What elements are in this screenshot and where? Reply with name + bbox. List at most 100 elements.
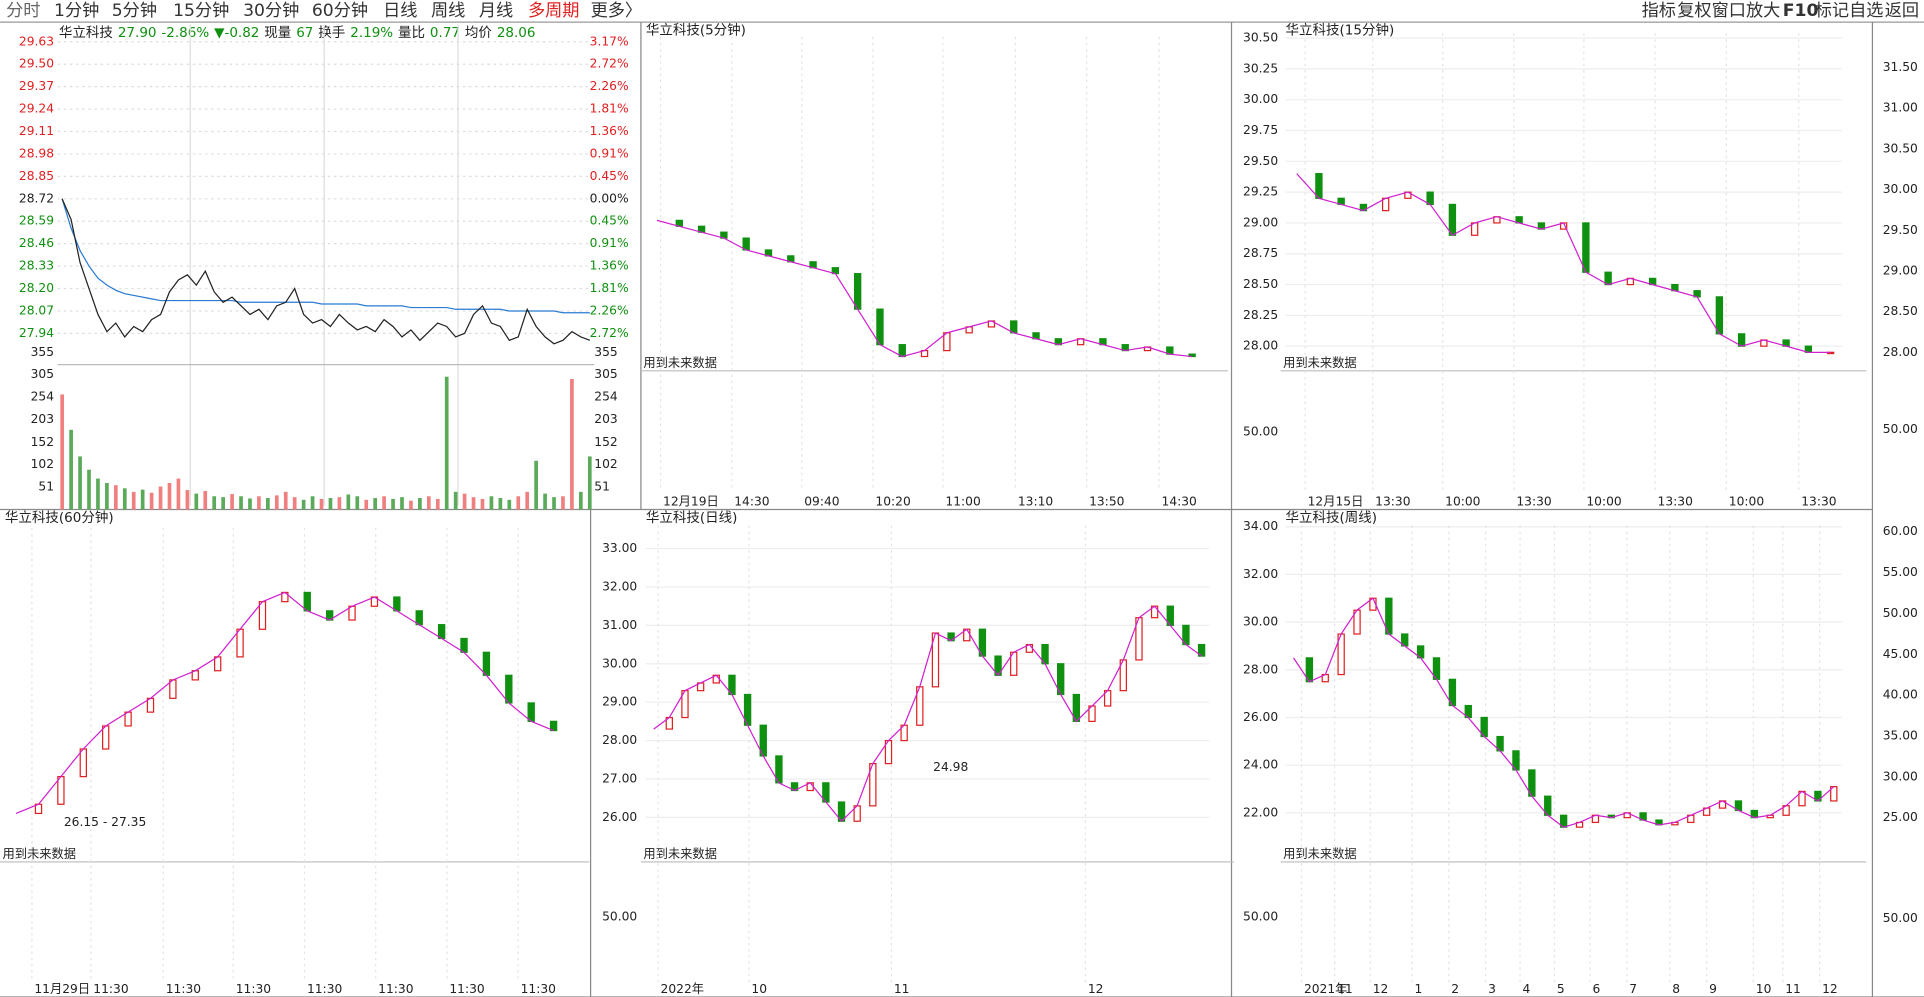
volume-bar — [489, 496, 494, 510]
period-tab[interactable]: 更多〉 — [591, 1, 643, 21]
x-tick-label: 3 — [1488, 982, 1496, 996]
info-item: 华立科技 — [59, 25, 113, 41]
panel-title[interactable]: 华立科技(日线) — [646, 510, 738, 526]
y-tick-label: 28.00 — [1243, 339, 1278, 353]
candle-body — [102, 725, 110, 750]
y-tick-label: 29.00 — [602, 695, 637, 709]
volume-bar — [337, 497, 342, 510]
candle-body — [1188, 353, 1196, 358]
period-tab[interactable]: 1分钟 — [54, 1, 99, 21]
menu-item[interactable]: 返回 — [1885, 1, 1919, 21]
period-tab[interactable]: 60分钟 — [312, 1, 368, 21]
x-tick-label: 13:10 — [1018, 495, 1053, 509]
right-indicator-tick: 50.00 — [1883, 911, 1918, 925]
info-item: 2.19% — [350, 25, 393, 41]
right-tick-label: 55.00 — [1883, 565, 1918, 579]
candle-body — [124, 711, 132, 727]
period-tab[interactable]: 分时 — [6, 1, 40, 21]
volume-bar — [373, 498, 378, 510]
panel-title[interactable]: 华立科技(60分钟) — [5, 509, 114, 526]
pct-tick-label: 2.72% — [590, 57, 629, 71]
x-tick-label: 13:30 — [1375, 495, 1410, 509]
y-tick-label: 26.00 — [1243, 710, 1278, 724]
volume-bar — [87, 469, 91, 510]
y-tick-label: 22.00 — [1243, 805, 1278, 819]
period-tab[interactable]: 5分钟 — [112, 1, 157, 21]
menu-item[interactable]: 放大 — [1746, 1, 1780, 21]
menu-item[interactable]: 自选 — [1849, 1, 1883, 21]
future-data-note: 用到未来数据 — [2, 846, 76, 861]
panel-title[interactable]: 华立科技(5分钟) — [646, 22, 746, 39]
period-tab[interactable]: 日线 — [383, 1, 417, 21]
y-tick-label: 27.94 — [19, 326, 54, 340]
menu-item[interactable]: 标记 — [1815, 1, 1849, 21]
y-tick-label: 28.50 — [1243, 277, 1278, 291]
y-tick-label: 31.00 — [602, 618, 637, 632]
x-tick-label: 10 — [1756, 982, 1772, 996]
pct-tick-label: 0.45% — [590, 214, 629, 228]
pct-tick-label: 1.36% — [590, 124, 629, 138]
period-tab[interactable]: 月线 — [479, 1, 513, 21]
x-tick-label: 2021年 — [1304, 982, 1347, 996]
price-annotation: 26.15 - 27.35 — [64, 815, 146, 829]
right-tick-label: 31.00 — [1883, 101, 1918, 115]
right-tick-label: 31.50 — [1883, 60, 1918, 74]
volume-bar — [525, 491, 530, 510]
y-tick-label: 28.33 — [19, 259, 54, 273]
panel-title[interactable]: 华立科技(15分钟) — [1286, 22, 1395, 39]
x-tick-label: 10:00 — [1586, 495, 1621, 509]
volume-bar — [498, 498, 503, 510]
right-tick-label: 25.00 — [1883, 810, 1918, 824]
volume-bar — [274, 495, 279, 510]
period-tab[interactable]: 周线 — [431, 1, 465, 21]
info-item: 28.06 — [497, 25, 536, 41]
pct-tick-label: 0.91% — [590, 146, 629, 160]
menu-item[interactable]: 指标 — [1642, 1, 1676, 21]
x-tick-label: 13:30 — [1658, 495, 1693, 509]
x-tick-label: 11:30 — [93, 982, 128, 996]
x-tick-label: 10 — [751, 982, 767, 996]
indicator-tick-label: 50.00 — [602, 910, 637, 924]
y-tick-label: 28.98 — [19, 146, 54, 160]
period-tab[interactable]: 15分钟 — [173, 1, 229, 21]
period-tab[interactable]: 30分钟 — [243, 1, 299, 21]
menu-item[interactable]: F10 — [1783, 1, 1819, 21]
pct-tick-label: 1.81% — [590, 102, 629, 116]
volume-bar — [221, 497, 225, 510]
period-tab[interactable]: 多周期 — [528, 1, 580, 21]
x-tick-label: 09:40 — [804, 495, 839, 509]
candle-body — [1830, 786, 1838, 802]
candle-body — [1715, 296, 1724, 335]
info-item: 现量 — [264, 25, 291, 41]
volume-bar — [400, 497, 404, 510]
menu-item[interactable]: 窗口 — [1712, 1, 1746, 21]
indicator-tick-label: 50.00 — [1243, 910, 1278, 924]
quote-info: 华立科技 27.90 -2.86% ▼-0.82 现量 67 换手 2.19% 量比 0.77 均价… — [59, 25, 536, 41]
y-tick-label: 27.00 — [602, 771, 637, 785]
panel-title[interactable]: 华立科技(周线) — [1286, 510, 1378, 526]
volume-tick-label: 51 — [38, 479, 54, 493]
volume-bar — [444, 376, 449, 510]
info-item: 27.90 — [118, 25, 157, 41]
x-tick-label: 11 — [1785, 982, 1801, 996]
x-tick-label: 10:00 — [1445, 495, 1480, 509]
volume-bar — [176, 478, 181, 510]
candle-body — [943, 332, 951, 352]
price-annotation: 24.98 — [933, 760, 968, 774]
x-tick-label: 1 — [1414, 982, 1422, 996]
volume-bar — [239, 496, 243, 510]
x-tick-label: 11:30 — [378, 982, 413, 996]
volume-bar — [382, 496, 386, 510]
y-tick-label: 28.00 — [1243, 662, 1278, 676]
y-tick-label: 30.25 — [1243, 61, 1278, 75]
volume-tick-label: 51 — [594, 479, 610, 493]
menu-item[interactable]: 复权 — [1677, 1, 1711, 21]
volume-bar — [105, 482, 109, 510]
close-line — [1296, 173, 1831, 354]
future-data-note: 用到未来数据 — [643, 355, 717, 370]
pct-tick-label: 2.26% — [590, 79, 629, 93]
right-tick-label: 40.00 — [1883, 688, 1918, 702]
y-tick-label: 28.75 — [1243, 246, 1278, 260]
volume-bar — [60, 394, 65, 510]
